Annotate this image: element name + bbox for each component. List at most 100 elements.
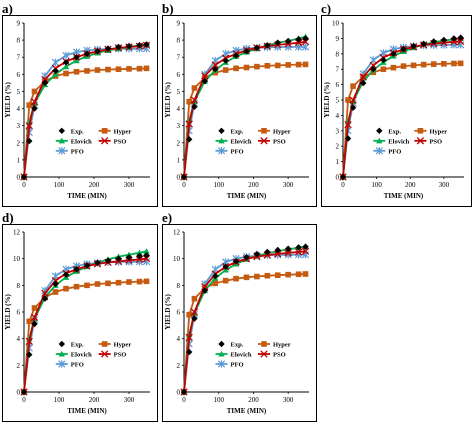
legend-label: Hyper	[273, 128, 291, 135]
data-point-exp	[83, 262, 91, 269]
data-point-pso	[142, 255, 151, 263]
data-point-hyper	[222, 67, 229, 73]
data-point-hyper	[105, 280, 111, 287]
data-point-hyper	[380, 66, 387, 72]
y-tick-label: 6	[336, 81, 340, 89]
data-point-pso	[41, 289, 49, 297]
data-point-hyper	[143, 278, 150, 285]
y-axis-label: YIELD (%)	[164, 82, 172, 118]
data-point-exp	[274, 246, 281, 254]
legend-item-hyper: Hyper	[414, 128, 447, 135]
legend-marker	[417, 128, 424, 134]
series-exp	[20, 41, 150, 181]
data-point-hyper	[233, 65, 239, 72]
data-point-hyper	[212, 69, 219, 76]
data-point-pso	[30, 98, 39, 106]
data-point-exp	[390, 50, 397, 57]
data-point-exp	[243, 254, 250, 261]
data-point-exp	[73, 266, 80, 273]
panel-label-d: d)	[2, 210, 14, 225]
panel-label-a: a)	[2, 1, 13, 16]
legend-marker	[58, 360, 66, 368]
y-tick-label: 8	[336, 50, 340, 58]
legend-marker	[58, 350, 65, 357]
legend-label: PFO	[231, 148, 244, 155]
data-point-pso	[51, 277, 60, 285]
data-point-exp	[295, 36, 302, 43]
legend-item-elovich: Elovich	[55, 137, 92, 145]
y-tick-label: 6	[177, 309, 181, 317]
data-point-hyper	[400, 63, 407, 69]
series-hyper	[181, 61, 309, 180]
y-tick-label: 0	[17, 174, 21, 182]
legend-item-exp: Exp.	[218, 127, 244, 135]
data-point-exp	[253, 44, 261, 52]
data-point-exp	[222, 263, 229, 270]
x-tick-label: 200	[248, 181, 259, 189]
data-point-exp	[136, 42, 143, 49]
x-tick-label: 300	[124, 396, 135, 404]
legend-item-exp: Exp.	[218, 340, 244, 349]
data-point-hyper	[31, 88, 38, 95]
legend-marker	[100, 350, 109, 358]
y-tick-label: 9	[177, 20, 181, 28]
data-point-hyper	[295, 61, 302, 68]
legend-item-elovich: Elovich	[55, 350, 92, 359]
data-point-exp	[31, 320, 38, 328]
legend-marker	[58, 137, 65, 144]
data-point-exp	[191, 103, 198, 111]
data-point-exp	[430, 38, 437, 45]
y-tick-label: 4	[177, 335, 181, 343]
legend-label: Elovich	[231, 138, 252, 145]
legend-label: Exp.	[231, 128, 244, 135]
data-point-pso	[294, 39, 303, 47]
y-tick-label: 3	[17, 122, 21, 130]
legend-marker	[376, 127, 383, 134]
data-point-hyper	[345, 97, 351, 103]
x-tick-label: 100	[54, 396, 65, 404]
legend-marker	[101, 341, 108, 347]
data-point-hyper	[136, 278, 143, 285]
data-point-hyper	[212, 280, 219, 287]
series-line-pso	[183, 250, 306, 393]
y-tick-label: 6	[17, 309, 21, 317]
legend: Exp. Hyper Elovich PSO PFO	[215, 127, 291, 155]
data-point-exp	[62, 271, 70, 278]
data-point-pso	[25, 122, 33, 130]
data-point-hyper	[420, 61, 427, 68]
y-tick-label: 8	[17, 282, 21, 290]
data-point-exp	[41, 79, 49, 87]
data-point-exp	[284, 245, 292, 252]
legend-label: Exp.	[71, 128, 84, 135]
data-point-exp	[274, 39, 281, 46]
data-point-hyper	[451, 60, 457, 67]
legend-marker	[58, 147, 66, 155]
data-point-exp	[232, 258, 240, 265]
legend-marker	[218, 350, 225, 357]
data-point-hyper	[52, 289, 59, 295]
data-point-exp	[143, 252, 150, 259]
legend-item-elovich: Elovich	[215, 137, 252, 145]
legend-marker	[218, 137, 225, 144]
data-point-hyper	[84, 68, 90, 74]
legend: Exp. Hyper Elovich PSO PFO	[373, 127, 447, 155]
series-line-pso	[23, 257, 147, 393]
data-point-exp	[73, 54, 80, 61]
data-point-exp	[104, 45, 112, 52]
data-point-pso	[135, 255, 144, 264]
y-tick-label: 10	[173, 255, 181, 263]
legend-item-pfo: PFO	[215, 360, 244, 369]
data-point-hyper	[186, 98, 193, 105]
data-point-hyper	[285, 62, 291, 68]
data-point-hyper	[191, 85, 198, 91]
legend-marker	[218, 340, 225, 348]
legend-item-pso: PSO	[414, 137, 442, 145]
x-tick-label: 0	[341, 181, 345, 189]
data-point-hyper	[295, 271, 302, 278]
y-tick-label: 12	[13, 229, 21, 237]
data-point-exp	[359, 79, 367, 87]
data-point-pso	[211, 61, 219, 69]
y-tick-label: 4	[336, 112, 340, 120]
legend-label: Elovich	[71, 352, 92, 359]
legend-label: Hyper	[429, 128, 447, 135]
